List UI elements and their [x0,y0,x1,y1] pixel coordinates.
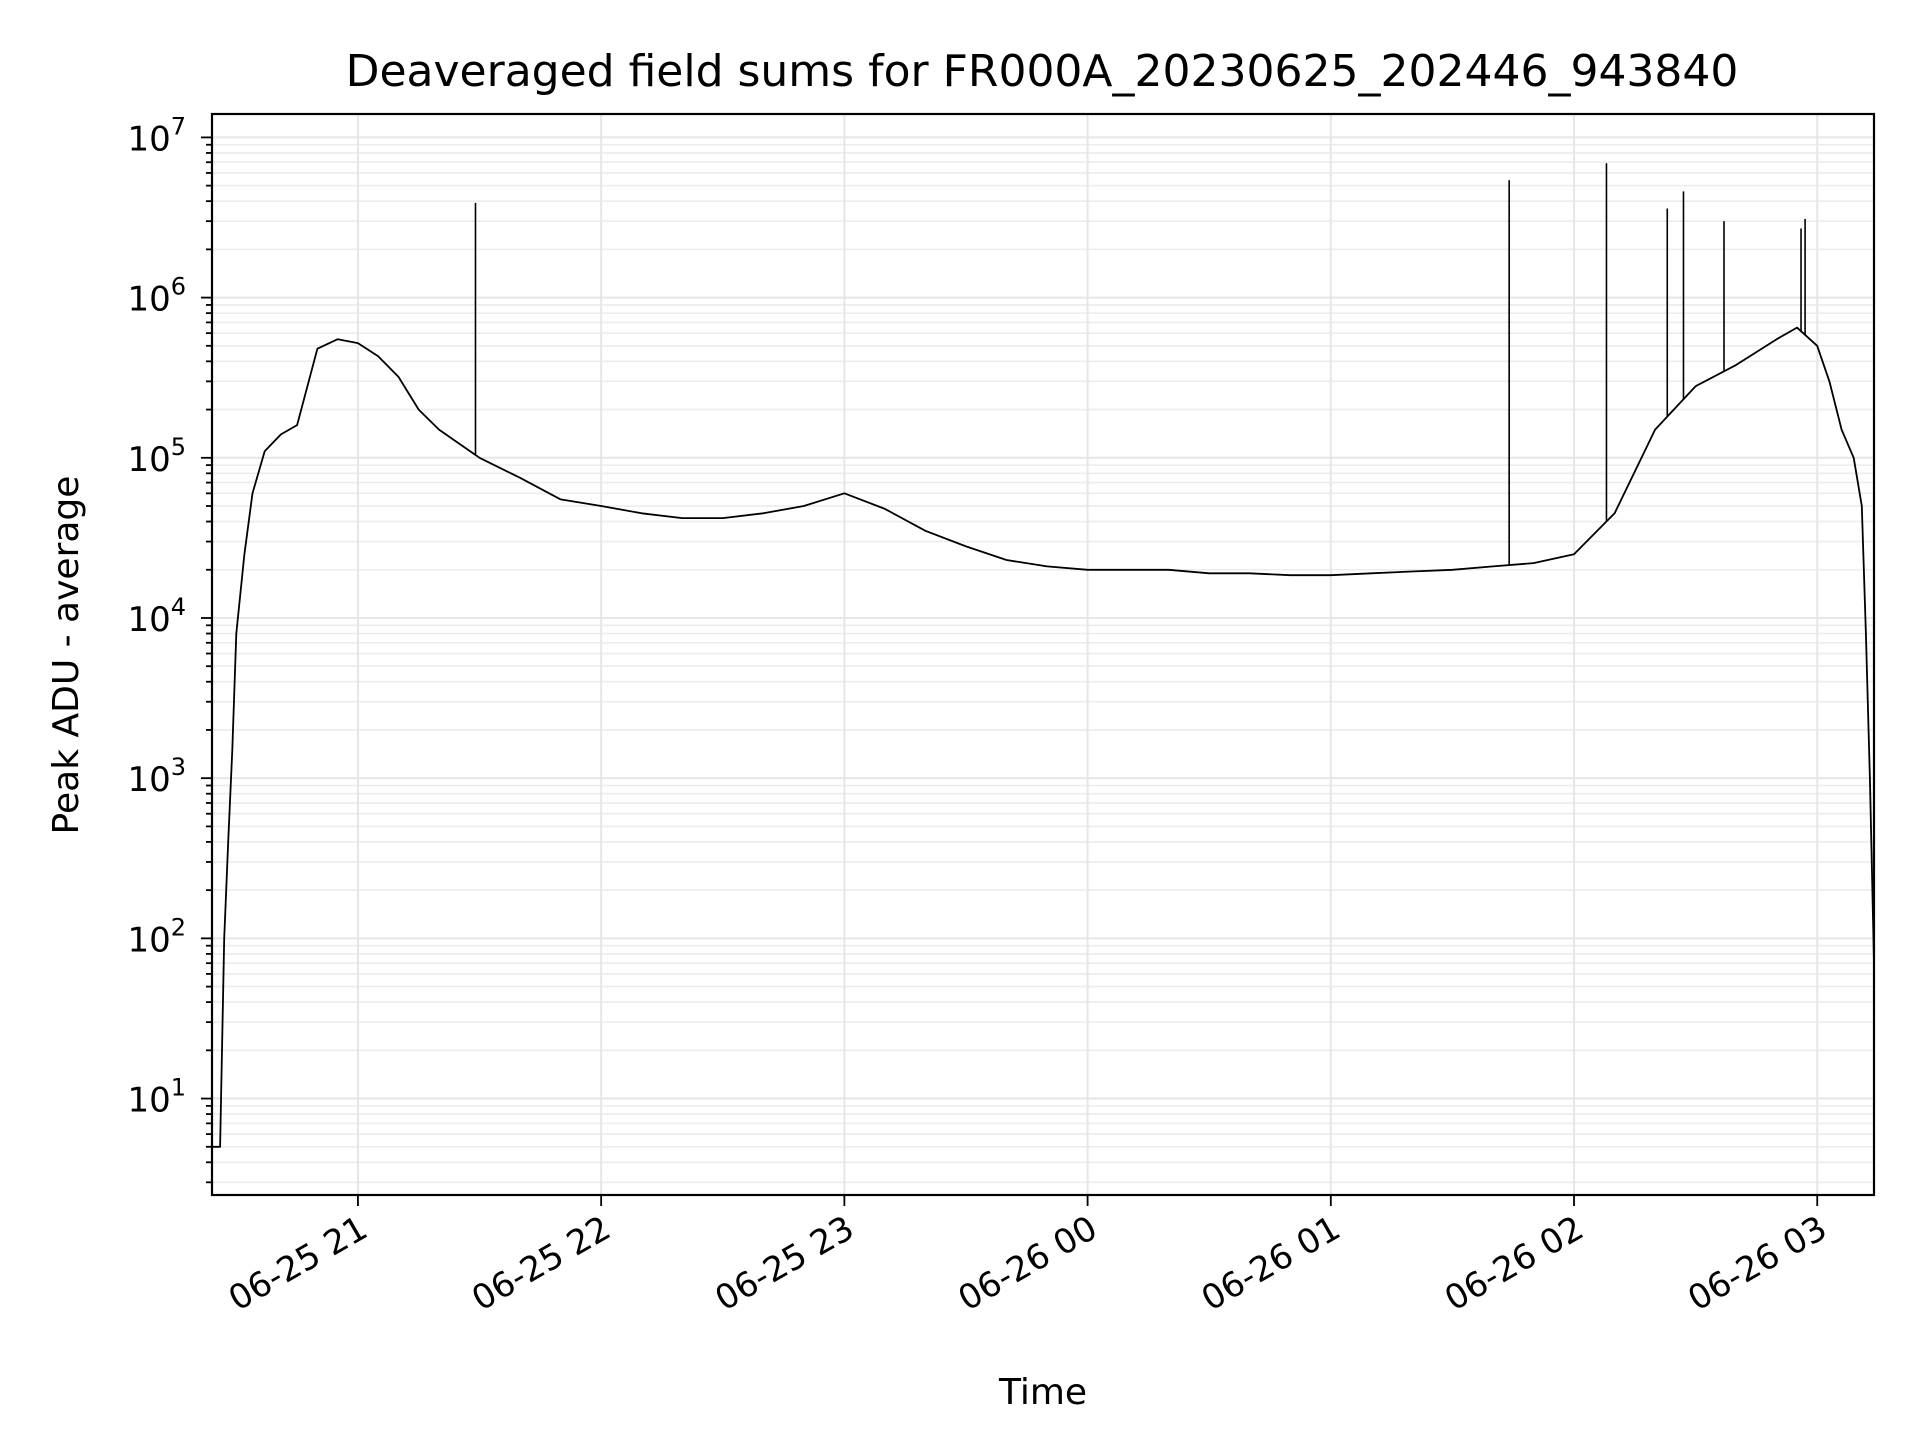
axis-ticks: 101 102 103 104 105 106 107 06-25 21 06-25 22 06-… [127,112,1833,1319]
plot-area-frame [210,112,1876,1197]
y-tick-label: 104 [127,593,186,640]
x-tick-label: 06-25 21 [222,1208,374,1319]
y-tick-label: 105 [127,433,186,480]
y-tick-label: 101 [127,1074,186,1121]
y-tick-label: 103 [127,753,186,800]
x-tick-label: 06-26 00 [952,1208,1104,1319]
data-line-series-1 [212,326,1874,1148]
chart-title: Deaveraged field sums for FR000A_2023062… [346,46,1739,97]
x-axis-label: Time [998,1372,1087,1413]
grid [212,114,1874,1195]
x-tick-label: 06-26 03 [1681,1208,1833,1319]
x-tick-label: 06-25 22 [465,1208,617,1319]
x-tick-label: 06-26 01 [1195,1208,1347,1319]
x-tick-label: 06-26 02 [1438,1208,1590,1319]
data-layer [212,163,1874,1148]
y-axis-label: Peak ADU - average [46,476,87,835]
y-tick-label: 102 [127,913,186,960]
x-tick-label: 06-25 23 [708,1208,860,1319]
y-tick-label: 107 [127,112,186,159]
y-tick-label: 106 [127,273,186,320]
